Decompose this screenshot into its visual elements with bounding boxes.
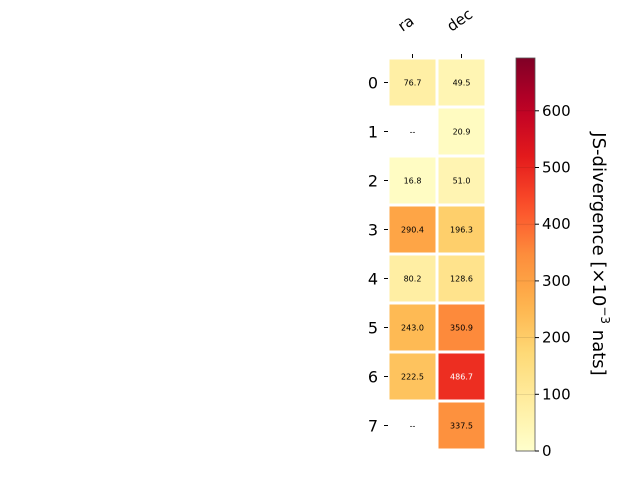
cell-value-label: 486.7 [450, 373, 473, 382]
colorbar-tick-label: 200 [542, 329, 571, 347]
cell-value-label: 243.0 [401, 324, 424, 333]
heatmap-cell [389, 157, 436, 204]
colorbar-tick-label: 600 [542, 102, 571, 120]
cell-value-label: 128.6 [450, 275, 473, 284]
heatmap-cell [438, 108, 485, 155]
y-tick-label: 0 [368, 74, 378, 93]
heatmap-cell [438, 402, 485, 449]
colorbar-tick-label: 100 [542, 385, 571, 403]
cell-missing-label: -- [410, 128, 416, 137]
heatmap-cell [438, 255, 485, 302]
cell-value-label: 350.9 [450, 324, 473, 333]
cell-value-label: 49.5 [453, 79, 471, 88]
x-tick-label: ra [394, 12, 417, 36]
y-tick-label: 7 [368, 417, 378, 436]
cell-missing-label: -- [410, 422, 416, 431]
heatmap-cells: 76.7 49.5 -- 20.9 16.8 51.0 290.4 196.3 80.2 128.… [389, 59, 485, 449]
colorbar-label: JS-divergence [×10−3 nats] [588, 131, 612, 375]
heatmap-cell [438, 59, 485, 106]
heatmap-cell [389, 59, 436, 106]
cell-value-label: 222.5 [401, 373, 424, 382]
heatmap-cell [438, 304, 485, 351]
cell-value-label: 76.7 [404, 79, 422, 88]
cell-value-label: 51.0 [453, 177, 471, 186]
y-tick-label: 6 [368, 368, 378, 387]
y-tick-label: 3 [368, 221, 378, 240]
colorbar-tick-label: 300 [542, 272, 571, 290]
heatmap-cell [438, 353, 485, 400]
colorbar-tick-label: 0 [542, 442, 552, 460]
cell-value-label: 290.4 [401, 226, 424, 235]
heatmap-cell [438, 206, 485, 253]
colorbar: 0 100 200 300 400 500 600 [515, 57, 571, 460]
y-axis-ticks: 0 1 2 3 4 5 6 7 [368, 74, 388, 436]
colorbar-tick-label: 400 [542, 215, 571, 233]
heatmap-cell [389, 304, 436, 351]
cell-value-label: 20.9 [453, 128, 471, 137]
y-tick-label: 1 [368, 123, 378, 142]
cell-value-label: 80.2 [404, 275, 422, 284]
cell-value-label: 337.5 [450, 422, 473, 431]
colorbar-gradient [515, 57, 536, 452]
heatmap-cell [389, 255, 436, 302]
y-tick-label: 5 [368, 319, 378, 338]
heatmap-cell [389, 206, 436, 253]
colorbar-tick-label: 500 [542, 158, 571, 176]
x-axis-ticks: ra dec [394, 5, 476, 58]
y-tick-label: 4 [368, 270, 378, 289]
heatmap-cell [389, 353, 436, 400]
x-tick-label: dec [443, 5, 475, 35]
cell-value-label: 16.8 [404, 177, 422, 186]
cell-value-label: 196.3 [450, 226, 473, 235]
y-tick-label: 2 [368, 172, 378, 191]
heatmap-cell [438, 157, 485, 204]
